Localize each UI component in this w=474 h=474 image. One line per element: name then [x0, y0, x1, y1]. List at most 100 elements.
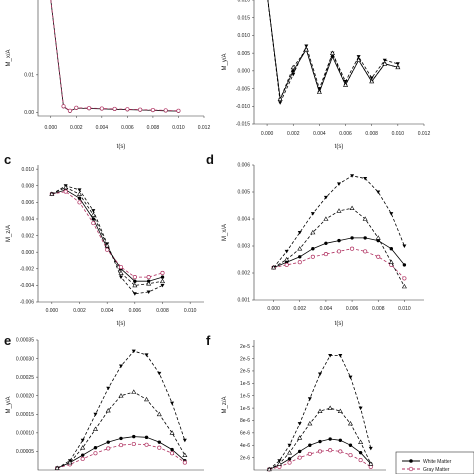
data-point — [182, 460, 187, 465]
y-tick-label: 0.010 — [237, 33, 250, 39]
data-point — [159, 278, 166, 284]
data-point — [133, 279, 137, 283]
data-point — [91, 217, 96, 221]
y-tick-label: -0.006 — [20, 300, 34, 306]
y-tick-label: -0.015 — [236, 122, 250, 128]
y-tick-label: 0.003 — [237, 244, 250, 250]
data-point — [160, 283, 165, 288]
chart-panel-4: 0.006 0.005 0.004 0.003 0.002 0.001 0.000 0.002… — [206, 152, 424, 327]
y-tick-label: 0.020 — [237, 0, 250, 4]
data-point — [336, 208, 342, 213]
data-point — [375, 235, 381, 240]
data-point — [323, 216, 329, 221]
y-tick-label: 0.015 — [237, 15, 250, 21]
series-line-1 — [50, 0, 179, 112]
data-point — [337, 408, 343, 413]
panel-label: c — [4, 152, 11, 167]
y-tick-label: 0.00025 — [16, 375, 34, 381]
data-point — [118, 265, 124, 270]
data-point — [337, 182, 341, 186]
data-point — [77, 188, 82, 192]
data-point — [150, 107, 155, 113]
y-tick-label: 0.006 — [237, 163, 250, 169]
data-point — [347, 420, 353, 426]
data-point — [388, 259, 394, 265]
data-point — [144, 442, 149, 447]
data-point — [157, 371, 162, 376]
data-point — [54, 465, 60, 470]
data-point — [317, 408, 323, 413]
data-point — [363, 236, 367, 240]
data-point — [156, 411, 162, 417]
y-tick-label: 0.002 — [21, 233, 34, 239]
y-tick-label: 0.008 — [21, 183, 34, 189]
y-axis-label: M_x/A — [222, 224, 228, 241]
data-point — [87, 106, 92, 111]
x-tick-label: 0.008 — [365, 131, 378, 137]
data-point — [311, 247, 315, 251]
x-tick-label: 0.004 — [320, 306, 333, 312]
legend: White Matter Gray Matter — [395, 451, 474, 474]
data-point — [93, 451, 98, 456]
y-tick-label: 2e-5 — [240, 356, 250, 362]
chart-panel-6: 2e-5 2e-5 2e-5 1e-5 1e-5 1e-5 8e-6 6e-6 4e-6 2e-6… — [206, 333, 386, 472]
y-tick-label: 2e-5 — [240, 369, 250, 375]
panel-label: f — [206, 333, 211, 348]
data-point — [119, 275, 123, 280]
series-line-4 — [57, 391, 186, 469]
series-line-3 — [267, 0, 398, 101]
data-point — [358, 450, 363, 455]
data-point — [356, 55, 361, 59]
data-point — [67, 459, 73, 465]
y-axis-label: M_x/A — [6, 49, 12, 66]
data-point — [336, 249, 342, 254]
y-tick-label: 0.00010 — [16, 431, 34, 437]
y-tick-label: -0.005 — [236, 86, 250, 92]
data-point — [350, 246, 355, 251]
data-point — [317, 449, 323, 454]
y-tick-label: 8e-6 — [240, 418, 250, 424]
data-point — [170, 447, 174, 452]
data-point — [105, 247, 110, 252]
data-point — [182, 438, 187, 443]
data-point — [144, 435, 149, 440]
chart-panel-3: 0.010 0.008 0.006 0.004 0.002 0.000 -0.002 -0.0… — [4, 152, 204, 327]
x-tick-label: 0.012 — [418, 131, 431, 137]
series-line-1 — [57, 436, 186, 469]
data-point — [349, 205, 355, 210]
data-point — [118, 393, 124, 398]
y-tick-label: 1e-5 — [240, 381, 250, 387]
data-point — [90, 212, 96, 217]
y-tick-label: 2e-6 — [240, 455, 250, 461]
data-point — [132, 292, 137, 296]
data-point — [119, 364, 123, 368]
x-axis-label: t(s) — [117, 321, 126, 327]
data-point — [170, 451, 175, 456]
y-tick-label: -0.010 — [236, 104, 250, 110]
data-point — [138, 107, 143, 112]
data-point — [284, 262, 289, 267]
data-point — [105, 407, 111, 413]
data-point — [358, 439, 364, 444]
data-point — [91, 209, 96, 213]
series-line-4 — [273, 207, 405, 287]
data-point — [271, 264, 277, 270]
data-point — [92, 426, 98, 431]
y-tick-label: 0.000 — [21, 250, 34, 256]
series-line-1 — [51, 189, 163, 282]
data-point — [310, 229, 316, 235]
data-point — [80, 438, 85, 443]
data-point — [350, 174, 355, 178]
x-axis-label: t(s) — [335, 321, 344, 327]
y-tick-label: 4e-6 — [240, 443, 250, 449]
x-axis-label: t(s) — [335, 144, 344, 150]
series-line-3 — [56, 350, 186, 469]
axes — [37, 340, 204, 471]
x-tick-label: 0.008 — [372, 306, 385, 312]
data-point — [303, 46, 309, 52]
data-point — [80, 445, 86, 450]
data-point — [284, 256, 290, 262]
data-point — [350, 236, 354, 240]
y-tick-label: 0.00015 — [16, 412, 34, 418]
data-point — [328, 437, 332, 441]
